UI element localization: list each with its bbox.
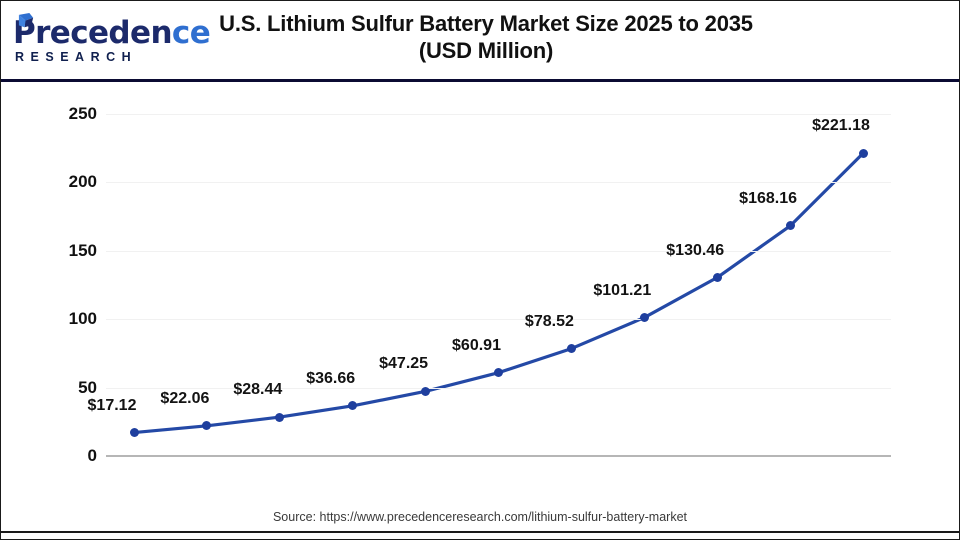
precedence-research-logo: Precedence RESEARCH [11, 13, 211, 67]
data-point-label: $47.25 [379, 355, 429, 373]
gridline [106, 319, 891, 321]
logo-subtitle: RESEARCH [15, 50, 138, 64]
y-axis-tick-label: 50 [78, 377, 97, 397]
data-point-label: $168.16 [739, 189, 798, 207]
y-axis-tick-label: 0 [87, 446, 97, 465]
logo-wordmark: Precedence [11, 13, 211, 49]
data-point-label: $60.91 [452, 336, 501, 354]
data-point-label: $221.18 [812, 117, 870, 135]
gridline [106, 250, 891, 252]
data-point-label: $36.66 [306, 369, 356, 387]
logo-name-main: Preceden [13, 15, 173, 51]
x-axis-line [106, 455, 891, 457]
page-title-line1: U.S. Lithium Sulfur Battery Market Size … [219, 11, 753, 36]
leaf-mark-icon [18, 13, 34, 28]
chart-header: Precedence RESEARCH U.S. Lithium Sulfur … [1, 1, 959, 82]
y-axis-tick-label: 200 [68, 172, 97, 192]
gridline [106, 182, 891, 184]
data-point-marker[interactable] [712, 273, 722, 283]
header-divider [1, 79, 959, 82]
logo-name-tail: ce [171, 15, 211, 51]
y-axis-tick-label: 100 [68, 309, 97, 329]
page-title: U.S. Lithium Sulfur Battery Market Size … [191, 10, 781, 64]
data-point-marker[interactable] [566, 344, 576, 354]
data-point-label: $17.12 [87, 396, 137, 414]
data-point-marker[interactable] [275, 412, 285, 422]
data-point-marker[interactable] [202, 421, 212, 431]
data-point-marker[interactable] [639, 313, 649, 323]
data-point-label: $22.06 [160, 389, 210, 407]
y-axis-tick-label: 150 [68, 240, 97, 260]
page-title-line2: (USD Million) [418, 38, 554, 63]
data-point-marker[interactable] [129, 428, 139, 438]
data-point-marker[interactable] [348, 401, 358, 411]
data-point-label: $101.21 [593, 281, 652, 299]
data-point-marker[interactable] [421, 386, 431, 396]
y-axis: 0 50 100 150 200 250 [21, 83, 97, 498]
source-caption: Source: https://www.precedenceresearch.c… [272, 510, 688, 524]
line-series [132, 151, 865, 435]
data-point-marker[interactable] [494, 368, 503, 378]
gridline [106, 114, 891, 115]
data-point-marker[interactable] [785, 221, 795, 231]
data-point-marker[interactable] [858, 148, 868, 158]
data-point-label: $28.44 [233, 381, 283, 399]
y-axis-tick-label: 250 [68, 104, 97, 123]
data-point-label: $130.46 [666, 241, 725, 259]
data-point-label: $78.52 [524, 312, 574, 330]
footer-divider [1, 531, 959, 533]
plot-area: $17.122025$22.062026$28.442027$36.662028… [88, 83, 891, 498]
chart-area: 0 50 100 150 200 250 $17.122025$22.062026$28.… [1, 83, 959, 498]
gridline [106, 387, 891, 389]
